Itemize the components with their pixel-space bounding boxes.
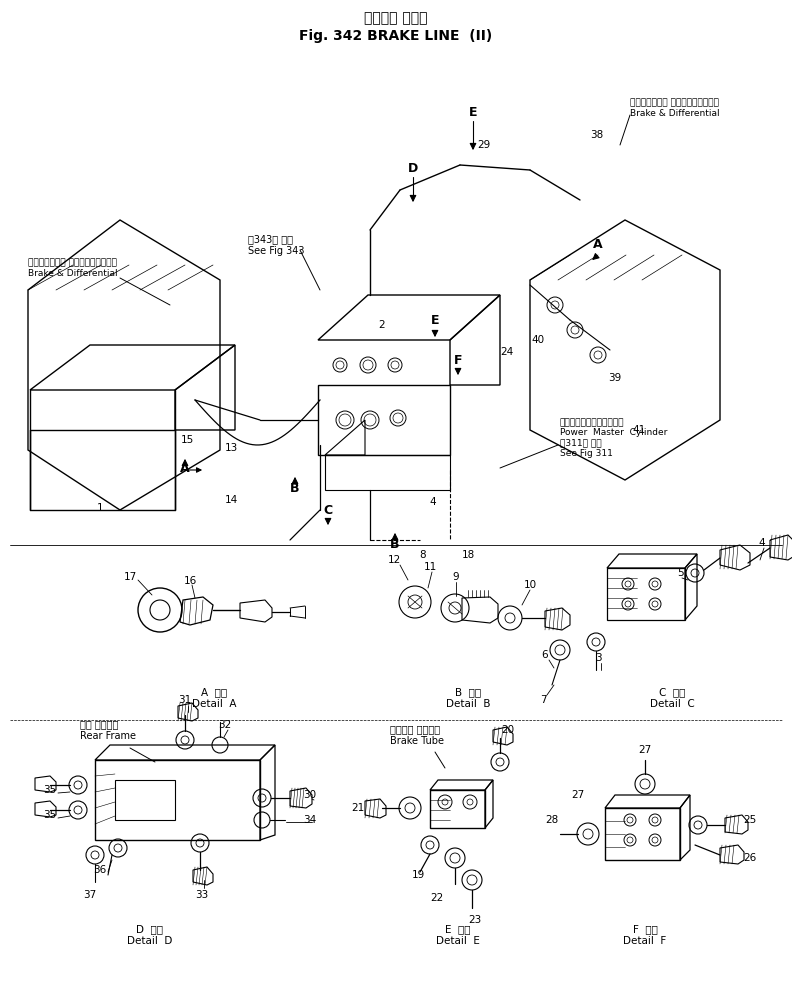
Text: C: C	[323, 503, 333, 516]
Text: 40: 40	[532, 335, 545, 345]
Text: 33: 33	[196, 890, 208, 900]
Text: ブレーキ ライン: ブレーキ ライン	[364, 11, 428, 25]
Text: 31: 31	[178, 695, 192, 705]
Text: 19: 19	[411, 870, 425, 880]
Text: 13: 13	[225, 443, 238, 453]
Text: 6: 6	[542, 650, 548, 660]
Text: 4: 4	[429, 497, 436, 507]
Text: 5: 5	[676, 568, 683, 578]
Text: A: A	[181, 462, 190, 475]
Text: 4: 4	[759, 538, 765, 548]
Text: 10: 10	[524, 580, 536, 590]
Text: 39: 39	[608, 373, 621, 383]
Text: 35: 35	[44, 810, 56, 820]
Text: 35: 35	[44, 785, 56, 795]
Text: ブレーキおよび ディファレンシャル
Brake & Differential: ブレーキおよび ディファレンシャル Brake & Differential	[28, 259, 118, 277]
Text: 1: 1	[97, 503, 103, 513]
Text: 21: 21	[352, 803, 365, 813]
Text: Fig. 342 BRAKE LINE  (II): Fig. 342 BRAKE LINE (II)	[299, 29, 493, 43]
Text: 27: 27	[638, 745, 652, 755]
Text: 32: 32	[219, 720, 231, 730]
Text: 23: 23	[468, 915, 482, 925]
Text: 30: 30	[303, 790, 317, 800]
Text: 15: 15	[181, 435, 194, 445]
Text: 37: 37	[83, 890, 97, 900]
Text: 20: 20	[501, 725, 515, 735]
Text: A  詳細
Detail  A: A 詳細 Detail A	[192, 687, 236, 709]
Text: 17: 17	[124, 572, 137, 582]
Text: 38: 38	[590, 130, 604, 140]
Text: 12: 12	[387, 555, 401, 565]
Text: 11: 11	[424, 562, 436, 572]
Text: 29: 29	[477, 140, 490, 150]
Text: 16: 16	[184, 576, 196, 586]
Text: 3: 3	[595, 653, 601, 663]
Text: 7: 7	[539, 695, 546, 705]
Text: 第343図 参照
See Fig 343: 第343図 参照 See Fig 343	[248, 234, 304, 256]
Text: E: E	[431, 313, 440, 326]
Text: E: E	[469, 105, 478, 119]
Text: D  詳細
Detail  D: D 詳細 Detail D	[128, 925, 173, 945]
Text: 26: 26	[744, 853, 756, 863]
Text: ブレーキ チューブ
Brake Tube: ブレーキ チューブ Brake Tube	[390, 724, 444, 746]
Text: E  詳細
Detail  E: E 詳細 Detail E	[436, 925, 480, 945]
Bar	[607, 568, 685, 620]
Text: F  詳細
Detail  F: F 詳細 Detail F	[623, 925, 667, 945]
Text: 34: 34	[303, 815, 317, 825]
Bar	[430, 790, 485, 828]
Text: 22: 22	[430, 893, 444, 903]
Text: 9: 9	[453, 572, 459, 582]
Text: 36: 36	[93, 865, 107, 875]
Text: D: D	[408, 162, 418, 174]
Text: 25: 25	[744, 815, 756, 825]
Text: 8: 8	[420, 550, 426, 560]
Text: 27: 27	[571, 790, 584, 800]
Text: パワー　マスタ　シリンダ
Power  Master  Cylinder
第311図 参照
See Fig 311: パワー マスタ シリンダ Power Master Cylinder 第311図…	[560, 418, 668, 458]
Text: 24: 24	[500, 347, 513, 357]
Text: 14: 14	[225, 495, 238, 505]
Text: ブレーキおよび ディファレンシャル
Brake & Differential: ブレーキおよび ディファレンシャル Brake & Differential	[630, 98, 720, 118]
Text: 28: 28	[545, 815, 558, 825]
Text: A: A	[593, 239, 603, 252]
Text: B  詳細
Detail  B: B 詳細 Detail B	[446, 687, 490, 709]
Text: リヤ フレーム
Rear Frame: リヤ フレーム Rear Frame	[80, 719, 136, 741]
Text: B: B	[390, 538, 400, 552]
Text: 2: 2	[379, 320, 385, 330]
Text: F: F	[454, 354, 463, 367]
Text: 18: 18	[462, 550, 475, 560]
Text: 41: 41	[632, 425, 645, 435]
Text: B: B	[290, 482, 299, 495]
Text: C  詳細
Detail  C: C 詳細 Detail C	[649, 687, 695, 709]
